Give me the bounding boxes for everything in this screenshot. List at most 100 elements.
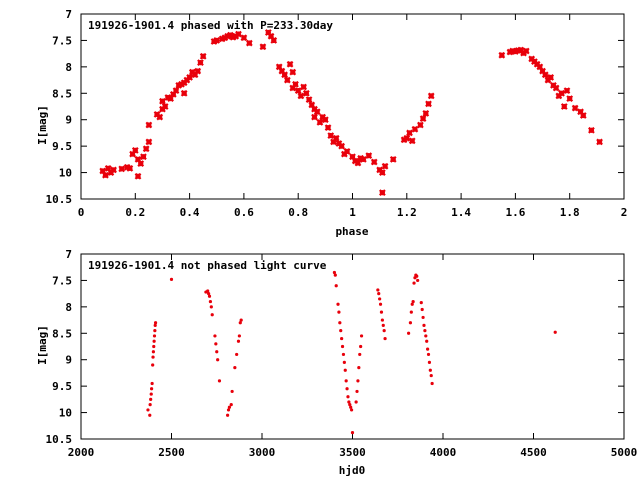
phased-data-point — [541, 71, 549, 79]
phased-data-point — [588, 126, 595, 134]
unphased-data-point — [233, 366, 237, 370]
phased-data-point — [316, 118, 324, 126]
unphased-data-point — [235, 352, 239, 357]
phased-data-point — [134, 172, 142, 180]
unphased-data-point — [236, 339, 241, 343]
phased-data-point — [416, 121, 424, 129]
phased-data-point — [389, 155, 397, 163]
unphased-data-point — [151, 350, 155, 354]
unphased-data-point — [355, 389, 359, 394]
phased-y-tick-label: 8.5 — [52, 87, 72, 100]
unphased-data-point — [209, 305, 213, 309]
phased-data-point — [145, 121, 153, 129]
unphased-data-point — [226, 408, 231, 412]
unphased-data-point — [226, 413, 230, 417]
unphased-data-point — [333, 273, 337, 277]
unphased-data-point — [230, 389, 234, 394]
unphased-data-point — [347, 400, 351, 404]
phased-y-tick-label: 8 — [65, 61, 72, 74]
unphased-y-tick-label: 7.5 — [52, 274, 72, 287]
unphased-data-point — [346, 395, 350, 399]
phased-y-axis-label: I[mag] — [36, 105, 49, 145]
phased-data-point — [197, 59, 204, 67]
unphased-data-point — [349, 405, 353, 409]
unphased-data-point — [153, 329, 157, 333]
unphased-data-point — [217, 379, 222, 383]
unphased-data-point — [350, 431, 355, 435]
unphased-data-point — [415, 274, 419, 278]
phased-data-point — [566, 95, 574, 102]
phased-data-point — [498, 51, 506, 59]
phased-data-point — [259, 43, 267, 51]
phased-data-point — [297, 92, 305, 100]
unphased-x-axis-label: hjd0 — [339, 464, 366, 477]
phased-data-point — [378, 189, 386, 197]
unphased-data-point — [151, 363, 155, 367]
unphased-x-tick-label: 4000 — [430, 446, 457, 459]
unphased-data-point — [359, 344, 363, 349]
phased-data-point — [289, 68, 297, 76]
phased-data-point — [294, 87, 302, 95]
unphased-data-point — [229, 403, 233, 407]
unphased-data-point — [149, 397, 153, 401]
phased-y-tick-label: 7.5 — [52, 34, 72, 47]
phased-data-point — [110, 166, 117, 174]
phased-data-point — [552, 84, 560, 92]
unphased-data-point — [336, 302, 340, 306]
unphased-data-point — [214, 342, 218, 346]
unphased-y-tick-label: 7 — [65, 248, 72, 261]
phased-data-point — [172, 87, 180, 95]
unphased-data-point — [169, 277, 174, 281]
unphased-data-point — [334, 284, 338, 288]
unphased-y-tick-label: 10 — [59, 407, 72, 420]
phased-data-point — [547, 74, 555, 81]
unphased-data-point — [342, 360, 346, 364]
unphased-data-point — [148, 413, 152, 417]
phased-data-point — [235, 30, 242, 38]
phased-data-point — [118, 165, 126, 173]
phased-x-tick-label: 0.2 — [125, 206, 145, 219]
phased-data-point — [142, 145, 150, 153]
phased-x-tick-label: 1.6 — [505, 206, 525, 219]
unphased-x-tick-label: 3500 — [339, 446, 366, 459]
phased-data-point — [137, 160, 145, 167]
phased-data-point — [321, 116, 329, 124]
unphased-data-point — [381, 323, 385, 327]
phased-data-point — [425, 100, 432, 108]
phased-data-point — [579, 112, 587, 119]
unphased-x-tick-label: 2500 — [158, 446, 185, 459]
phased-data-point — [596, 138, 603, 146]
phased-x-tick-label: 1.8 — [560, 206, 580, 219]
unphased-data-point — [349, 408, 354, 412]
phased-data-point — [194, 67, 202, 75]
phased-data-point — [311, 113, 318, 121]
unphased-y-tick-label: 9 — [65, 354, 72, 367]
phased-x-axis-label: phase — [335, 225, 368, 238]
unphased-data-point — [152, 339, 156, 343]
unphased-x-tick-label: 2000 — [68, 446, 95, 459]
phased-data-point — [332, 134, 340, 142]
unphased-data-point — [152, 344, 156, 349]
phased-data-point — [419, 115, 427, 123]
unphased-y-tick-label: 8 — [65, 301, 72, 314]
unphased-data-point — [151, 355, 155, 359]
unphased-data-point — [407, 331, 411, 335]
phased-y-tick-label: 7 — [65, 8, 72, 21]
unphased-data-point — [210, 313, 214, 317]
unphased-data-point — [341, 352, 346, 357]
unphased-data-point — [379, 310, 384, 314]
unphased-data-point — [429, 373, 433, 378]
unphased-data-point — [348, 403, 352, 407]
phased-data-point — [302, 89, 310, 97]
phased-data-point — [403, 134, 411, 142]
phased-data-point — [560, 103, 568, 110]
phased-data-point — [145, 138, 153, 146]
phased-x-tick-label: 0.6 — [234, 206, 254, 219]
phased-data-point — [313, 108, 321, 116]
phased-data-point — [406, 129, 413, 137]
phased-data-point — [563, 87, 571, 95]
unphased-data-point — [357, 366, 361, 370]
unphased-x-tick-label: 4500 — [520, 446, 547, 459]
